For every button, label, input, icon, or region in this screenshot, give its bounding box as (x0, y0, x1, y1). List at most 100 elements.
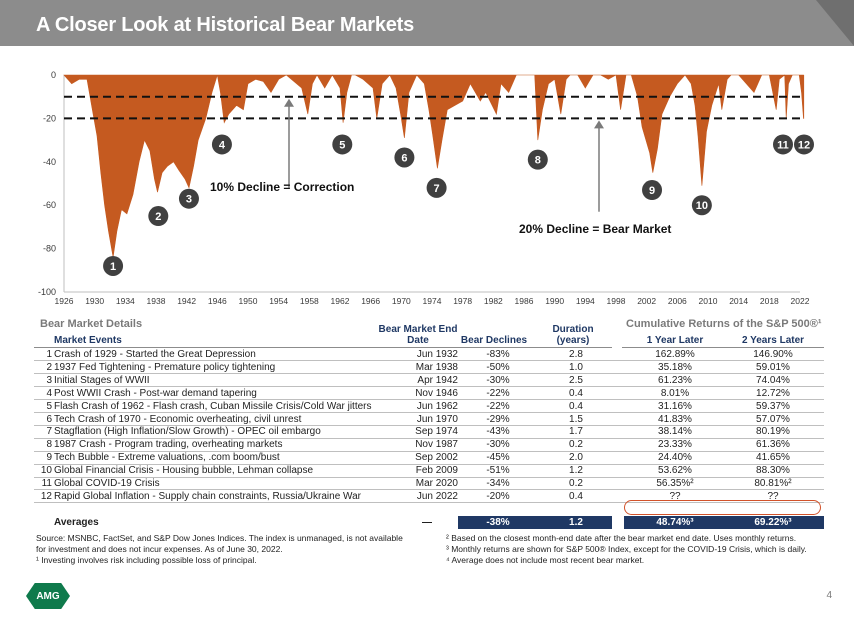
returns-header-rule (622, 347, 824, 348)
footnotes-right: ² Based on the closest month-end date af… (446, 533, 846, 566)
x-tick-label: 1938 (147, 296, 166, 306)
x-tick-label: 2018 (760, 296, 779, 306)
averages-box-left (458, 516, 612, 529)
row-1-year: 56.35%² (656, 478, 694, 489)
row-2-years: 88.30% (756, 465, 790, 477)
footnote-1: ¹ Investing involves risk including poss… (36, 555, 257, 565)
x-tick-label: 1946 (208, 296, 227, 306)
marker-label: 8 (535, 155, 541, 167)
table-row: 10 Global Financial Crisis - Housing bubb… (34, 464, 824, 477)
marker-badge (332, 134, 353, 155)
row-divider (34, 489, 824, 491)
x-tick-label: 1974 (423, 296, 442, 306)
x-tick-label: 1962 (331, 296, 350, 306)
marker-badge (794, 134, 814, 155)
row-end-date: Jun 2022 (416, 490, 458, 502)
row-duration: 0.2 (569, 439, 583, 451)
row-2-years: 41.65% (756, 452, 790, 464)
table-row: 6 Tech Crash of 1970 - Economic overheati… (34, 413, 824, 426)
y-tick-label: -80 (43, 244, 56, 254)
row-divider (34, 412, 824, 413)
row-divider (34, 450, 824, 452)
row-2-years: 57.07% (756, 413, 790, 425)
x-tick-label: 1958 (300, 296, 319, 306)
marker-badge (394, 147, 415, 168)
row-end-date: Jun 1970 (416, 413, 458, 425)
x-tick-label: 1926 (55, 296, 74, 306)
marker-label: 12 (798, 139, 810, 151)
row-2-years: 80.19% (756, 426, 790, 438)
row-1-year: 8.01% (660, 387, 690, 399)
row-number: 12 (40, 490, 52, 502)
footnote-source: Source: MSNBC, FactSet, and S&P Dow Jone… (36, 533, 403, 543)
row-number: 11 (41, 478, 52, 489)
title-bar: A Closer Look at Historical Bear Markets (0, 0, 854, 46)
row-2-years: 61.36% (756, 439, 790, 451)
averages-end: — (422, 517, 432, 528)
row-duration: 2.5 (569, 374, 583, 386)
marker-badge (178, 188, 199, 209)
row-decline: -83% (486, 349, 510, 360)
row-end-date: Apr 1942 (417, 374, 458, 386)
table-row: 1 Crash of 1929 - Started the Great Depre… (34, 348, 824, 361)
row-number: 2 (46, 361, 52, 373)
marker-label: 3 (186, 194, 192, 206)
row-divider (34, 399, 824, 401)
row-end-date: Feb 2009 (415, 465, 458, 477)
x-tick-label: 2006 (668, 296, 687, 306)
row-2-years: 80.81%² (754, 478, 792, 489)
row-duration: 1.0 (569, 361, 583, 373)
table-row: 3 Initial Stages of WWII Apr 1942 -30% 2.5 61… (34, 374, 824, 387)
marker-badge (211, 134, 232, 155)
table-row: 5 Flash Crash of 1962 - Flash crash, Cuba… (34, 400, 824, 413)
row-duration: 0.2 (569, 478, 583, 489)
x-tick-label: 1994 (576, 296, 595, 306)
row-event: Crash of 1929 - Started the Great Depres… (54, 349, 256, 360)
x-tick-label: 1970 (392, 296, 411, 306)
row-2-years: 74.04% (756, 374, 790, 386)
correction-arrow-head (284, 98, 294, 107)
x-tick-label: 1942 (177, 296, 196, 306)
row-event: Initial Stages of WWII (54, 374, 150, 386)
marker-label: 1 (110, 261, 116, 273)
row-event: Global Financial Crisis - Housing bubble… (54, 465, 314, 477)
averages-duration: 1.2 (569, 517, 583, 528)
row-number: 10 (40, 465, 52, 477)
marker-label: 4 (219, 139, 226, 151)
row-event: 1937 Fed Tightening - Premature policy t… (54, 361, 276, 373)
correction-label: 10% Decline = Correction (210, 180, 354, 194)
x-tick-label: 2022 (791, 296, 810, 306)
marker-badge (426, 177, 447, 198)
marker-badge (642, 180, 663, 201)
header-market-events: Market Events (54, 335, 122, 346)
y-tick-label: -60 (43, 200, 56, 210)
row-number: 1 (46, 349, 52, 360)
table-row: 9 Tech Bubble - Extreme valuations, .com … (34, 451, 824, 464)
row-2-years: 12.72% (756, 387, 790, 399)
row-decline: -34% (486, 478, 510, 489)
averages-2-years: 69.22%³ (754, 517, 792, 528)
row-decline: -20% (486, 490, 510, 502)
bear-arrow-head (594, 120, 604, 129)
y-tick-label: -40 (43, 157, 56, 167)
row-divider (34, 502, 824, 504)
table-row: 8 1987 Crash - Program trading, overheati… (34, 438, 824, 451)
marker-label: 6 (401, 152, 407, 164)
header-2-years: 2 Years Later (741, 335, 805, 346)
row-number: 3 (46, 374, 52, 386)
row-duration: 1.7 (569, 426, 583, 438)
row-2-years: 59.01% (756, 361, 790, 373)
footnote-2: ² Based on the closest month-end date af… (446, 533, 797, 543)
marker-badge (148, 206, 169, 227)
marker-badge (527, 149, 548, 170)
footnote-3: ³ Monthly returns are shown for S&P 500®… (446, 544, 807, 554)
row-1-year: 31.16% (658, 400, 692, 412)
row-1-year: 38.14% (658, 426, 692, 438)
row-event: 1987 Crash - Program trading, overheatin… (54, 439, 283, 451)
row-1-year: 24.40% (658, 452, 692, 464)
row-end-date: Sep 1974 (415, 426, 458, 438)
footnote-4: ⁴ Average does not include most recent b… (446, 555, 645, 565)
row-duration: 0.4 (569, 490, 583, 502)
row-1-year: 35.18% (658, 361, 692, 373)
